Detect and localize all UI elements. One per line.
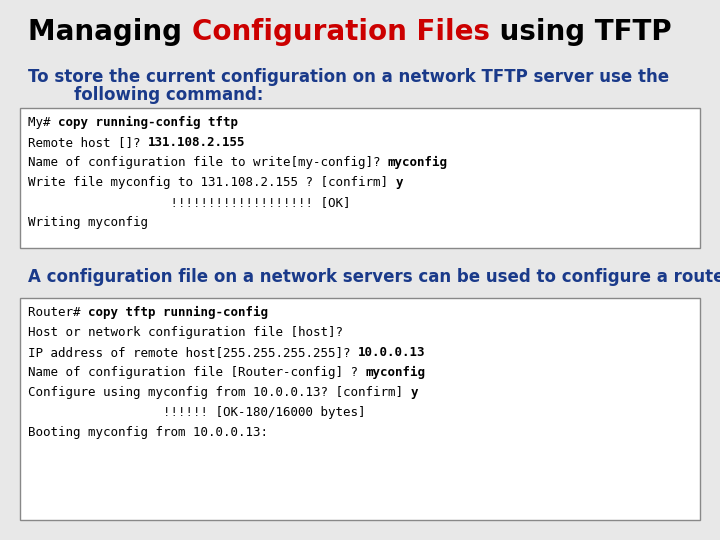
Text: A configuration file on a network servers can be used to configure a router:: A configuration file on a network server… [28,268,720,286]
Bar [20,298,700,520]
Text: following command:: following command: [28,86,264,104]
Text: Router#: Router# [28,306,88,319]
Text: copy tftp running-config: copy tftp running-config [88,306,268,319]
Text: 10.0.0.13: 10.0.0.13 [358,346,426,359]
Text: To store the current configuration on a network TFTP server use the: To store the current configuration on a … [28,68,669,86]
Text: using TFTP: using TFTP [490,18,671,46]
Bar [20,108,700,248]
Text: !!!!!!!!!!!!!!!!!!! [OK]: !!!!!!!!!!!!!!!!!!! [OK] [28,196,351,209]
Text: My#: My# [28,116,58,129]
Text: y: y [410,386,418,399]
Text: !!!!!! [OK-180/16000 bytes]: !!!!!! [OK-180/16000 bytes] [28,406,366,419]
Text: 131.108.2.155: 131.108.2.155 [148,136,246,149]
Text: myconfig: myconfig [388,156,448,169]
Text: Configure using myconfig from 10.0.0.13? [confirm]: Configure using myconfig from 10.0.0.13?… [28,386,410,399]
Text: Host or network configuration file [host]?: Host or network configuration file [host… [28,326,343,339]
Text: copy running-config tftp: copy running-config tftp [58,116,238,129]
Text: IP address of remote host[255.255.255.255]?: IP address of remote host[255.255.255.25… [28,346,358,359]
Text: Name of configuration file to write[my-config]?: Name of configuration file to write[my-c… [28,156,388,169]
Text: Name of configuration file [Router-config] ?: Name of configuration file [Router-confi… [28,366,366,379]
Text: Write file myconfig to 131.108.2.155 ? [confirm]: Write file myconfig to 131.108.2.155 ? [… [28,176,395,189]
Text: Booting myconfig from 10.0.0.13:: Booting myconfig from 10.0.0.13: [28,426,268,439]
Text: myconfig: myconfig [366,366,426,379]
Text: Configuration Files: Configuration Files [192,18,490,46]
Text: Managing: Managing [28,18,192,46]
Text: y: y [395,176,403,189]
Text: Remote host []?: Remote host []? [28,136,148,149]
Text: Writing myconfig: Writing myconfig [28,216,148,229]
